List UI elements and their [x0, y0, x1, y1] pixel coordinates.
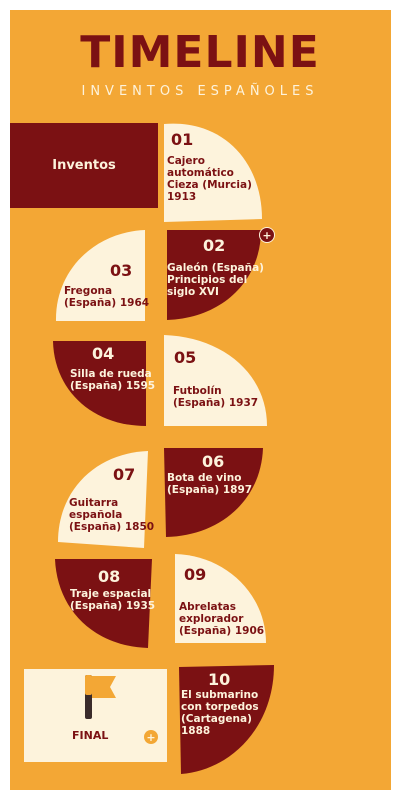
- step-10-number: 10: [208, 670, 231, 689]
- step-09-text: Abrelatas explorador (España) 1906: [179, 601, 265, 637]
- step-08-shape: [55, 559, 152, 648]
- page-subtitle: INVENTOS ESPAÑOLES: [81, 84, 319, 99]
- step-05-shape: [164, 335, 267, 426]
- step-07-number: 07: [113, 465, 136, 484]
- step-08-number: 08: [98, 567, 121, 586]
- step-04-number: 04: [92, 344, 115, 363]
- step-05-number: 05: [174, 348, 197, 367]
- step-03-text: Fregona (España) 1964: [64, 285, 150, 309]
- step-10-shape: [179, 665, 274, 774]
- flag-icon: [85, 675, 116, 719]
- step-01-shape: [164, 123, 262, 222]
- step-06-shape: [164, 448, 263, 537]
- step-03-shape: [55, 230, 145, 321]
- final-plus-icon[interactable]: +: [144, 730, 158, 744]
- step-09-shape: [175, 554, 266, 643]
- step-06-text: Bota de vino (España) 1897: [167, 472, 253, 496]
- step-04-text: Silla de rueda (España) 1595: [70, 368, 156, 392]
- step-07-text: Guitarra española (España) 1850: [69, 497, 155, 533]
- step-07-shape: [58, 451, 148, 548]
- step-02-shape: [167, 230, 261, 320]
- step-03-number: 03: [110, 261, 133, 280]
- step-05-text: Futbolín (España) 1937: [173, 385, 259, 409]
- step-02-plus-icon[interactable]: +: [259, 227, 275, 243]
- page-title: TIMELINE: [80, 27, 320, 78]
- header-box: Inventos: [10, 123, 158, 208]
- step-04-shape: [53, 341, 146, 426]
- step-02-number: 02: [203, 236, 226, 255]
- step-10-text: El submarino con torpedos (Cartagena) 1888: [181, 689, 259, 737]
- step-01-text: Cajero automático Cieza (Murcia) 1913: [167, 155, 252, 203]
- step-06-number: 06: [202, 452, 225, 471]
- step-02-text: Galeón (España) Principios del siglo XVI: [167, 262, 264, 298]
- final-label: FINAL: [72, 729, 109, 742]
- header-label: Inventos: [52, 158, 116, 173]
- final-box: FINAL +: [24, 669, 167, 762]
- step-01-number: 01: [171, 130, 194, 149]
- step-09-number: 09: [184, 565, 207, 584]
- step-08-text: Traje espacial (España) 1935: [70, 588, 156, 612]
